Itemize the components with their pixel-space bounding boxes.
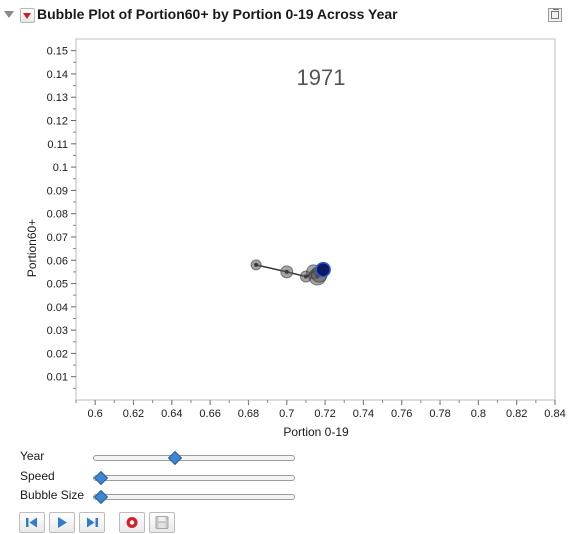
- step-forward-icon: [87, 517, 98, 528]
- y-tick-label: 0.14: [47, 69, 68, 81]
- x-tick-label: 0.62: [123, 408, 144, 420]
- y-tick-label: 0.15: [47, 46, 68, 58]
- y-tick-label: 0.1: [53, 162, 68, 174]
- red-triangle-menu-button[interactable]: [20, 8, 35, 23]
- year-slider-label: Year: [20, 449, 45, 463]
- trail-point: [254, 262, 259, 267]
- x-tick-label: 0.66: [199, 408, 220, 420]
- outline-header: Bubble Plot of Portion60+ by Portion 0-1…: [0, 0, 569, 32]
- speed-slider-label: Speed: [20, 469, 55, 483]
- y-axis-label: Portion60+: [25, 219, 39, 277]
- y-tick-label: 0.09: [47, 185, 68, 197]
- x-tick-label: 0.78: [429, 408, 450, 420]
- x-tick-label: 0.72: [314, 408, 335, 420]
- maximize-icon[interactable]: [548, 8, 562, 22]
- x-tick-label: 0.6: [88, 408, 103, 420]
- y-tick-label: 0.11: [47, 139, 68, 151]
- y-tick-label: 0.04: [47, 302, 68, 314]
- y-tick-label: 0.08: [47, 209, 68, 221]
- y-tick-label: 0.03: [47, 325, 68, 337]
- x-tick-label: 0.74: [353, 408, 374, 420]
- speed-slider[interactable]: [93, 470, 295, 486]
- report-title: Bubble Plot of Portion60+ by Portion 0-1…: [37, 6, 398, 22]
- bubble-size-slider-thumb[interactable]: [93, 489, 109, 505]
- play-icon: [58, 517, 67, 528]
- step-back-icon: [26, 517, 37, 528]
- y-tick-label: 0.13: [47, 92, 68, 104]
- step-back-button[interactable]: [19, 512, 45, 533]
- record-icon: [126, 517, 138, 528]
- record-button[interactable]: [119, 512, 145, 533]
- y-tick-label: 0.12: [47, 116, 68, 128]
- speed-slider-thumb[interactable]: [93, 470, 109, 486]
- collapse-triangle-icon[interactable]: [4, 11, 14, 18]
- current-year-label: 1971: [297, 65, 346, 90]
- x-axis-label: Portion 0-19: [283, 425, 349, 439]
- x-tick-label: 0.76: [391, 408, 412, 420]
- trail-point: [284, 269, 289, 274]
- year-slider[interactable]: [93, 450, 295, 466]
- year-slider-thumb[interactable]: [167, 450, 183, 466]
- trail-point: [303, 274, 308, 279]
- x-tick-label: 0.8: [471, 408, 486, 420]
- x-tick-label: 0.7: [279, 408, 294, 420]
- plot-frame: [75, 38, 556, 401]
- y-tick-label: 0.01: [47, 372, 68, 384]
- save-button[interactable]: [149, 512, 175, 533]
- y-tick-label: 0.05: [47, 279, 68, 291]
- y-tick-label: 0.07: [47, 232, 68, 244]
- y-tick-label: 0.02: [47, 348, 68, 360]
- save-icon: [155, 516, 169, 529]
- y-tick-label: 0.06: [47, 255, 68, 267]
- bubble-size-slider-label: Bubble Size: [20, 488, 85, 502]
- bubble-plot: 0.01 0.02 0.03 0.04 0.05 0.06 0.07 0.08 0.09 0.1 0…: [25, 38, 566, 439]
- x-tick-label: 0.82: [506, 408, 527, 420]
- x-tick-label: 0.84: [544, 408, 565, 420]
- x-tick-label: 0.68: [238, 408, 259, 420]
- x-tick-label: 0.64: [161, 408, 182, 420]
- play-button[interactable]: [49, 512, 75, 533]
- current-bubble[interactable]: [315, 261, 331, 278]
- bubble-size-slider[interactable]: [93, 489, 295, 505]
- step-forward-button[interactable]: [79, 512, 105, 533]
